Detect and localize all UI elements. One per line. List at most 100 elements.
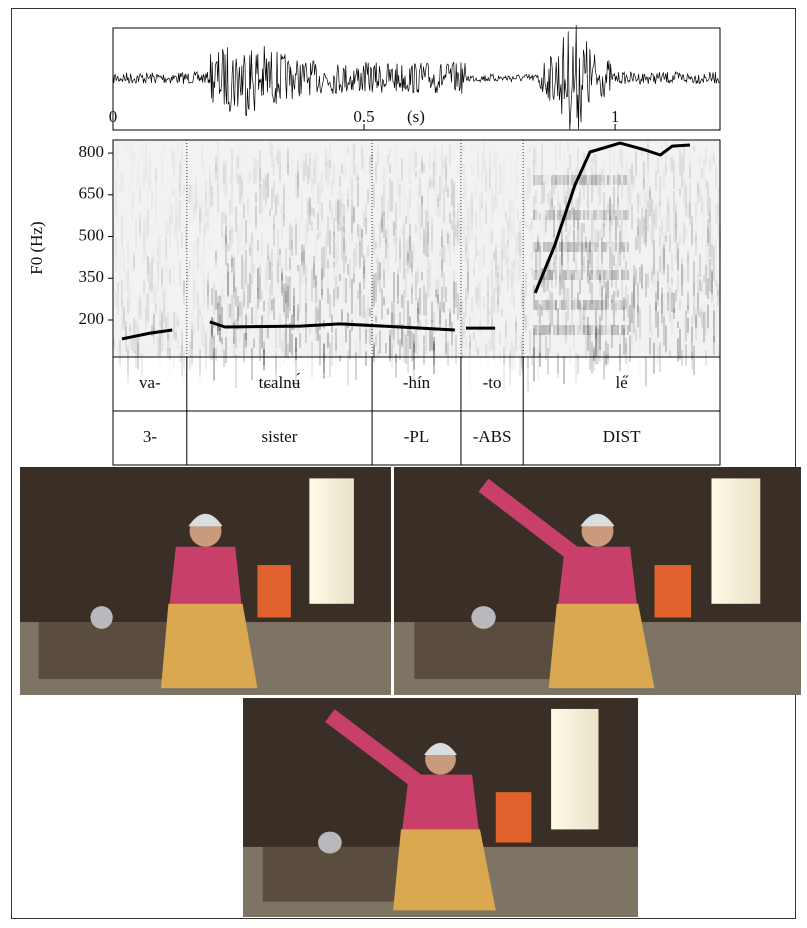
spectrogram-cell bbox=[193, 180, 195, 208]
spectrogram-cell bbox=[501, 167, 503, 175]
spectrogram-cell bbox=[367, 330, 369, 343]
spectrogram-cell bbox=[475, 287, 477, 304]
formant-band bbox=[587, 270, 589, 280]
formant-band bbox=[569, 270, 571, 280]
formant-band bbox=[537, 175, 539, 185]
spectrogram-cell bbox=[697, 274, 699, 287]
formant-band bbox=[611, 300, 613, 310]
spectrogram-cell bbox=[479, 194, 481, 228]
spectrogram-cell bbox=[535, 249, 537, 273]
spectrogram-cell bbox=[481, 219, 483, 234]
spectrogram-cell bbox=[535, 147, 537, 166]
spectrogram-cell bbox=[701, 168, 703, 177]
spectrogram-cell bbox=[277, 193, 279, 206]
spectrogram-cell bbox=[485, 201, 487, 225]
spectrogram-cell bbox=[251, 307, 253, 324]
formant-band bbox=[561, 300, 563, 310]
spectrogram-cell bbox=[409, 224, 411, 251]
spectrogram-cell bbox=[515, 352, 517, 373]
spectrogram-cell bbox=[271, 299, 273, 310]
spectrogram-cell bbox=[503, 288, 505, 311]
spectrogram-cell bbox=[137, 301, 139, 326]
spectrogram-cell bbox=[165, 261, 167, 275]
spectrogram-cell bbox=[465, 246, 467, 262]
spectrogram-cell bbox=[381, 195, 383, 226]
spectrogram-cell bbox=[635, 152, 637, 176]
spectrogram-cell bbox=[141, 299, 143, 317]
spectrogram-cell bbox=[367, 189, 369, 203]
formant-band bbox=[609, 242, 611, 252]
spectrogram-cell bbox=[515, 316, 517, 331]
spectrogram-cell bbox=[299, 266, 301, 283]
spectrogram-cell bbox=[463, 163, 465, 199]
spectrogram-cell bbox=[433, 146, 435, 170]
formant-band bbox=[541, 175, 543, 185]
spectrogram-cell bbox=[665, 301, 667, 314]
spectrogram-cell bbox=[477, 288, 479, 299]
formant-band bbox=[539, 242, 541, 252]
spectrogram-cell bbox=[233, 298, 235, 328]
formant-band bbox=[555, 270, 557, 280]
x-tick-label: 1 bbox=[611, 107, 620, 126]
formant-band bbox=[559, 175, 561, 185]
spectrogram-cell bbox=[673, 293, 675, 313]
spectrogram-cell bbox=[429, 329, 431, 351]
spectrogram-cell bbox=[351, 215, 353, 242]
spectrogram-cell bbox=[205, 340, 207, 370]
spectrogram-cell bbox=[241, 255, 243, 289]
formant-band bbox=[545, 300, 547, 310]
spectrogram-cell bbox=[139, 292, 141, 316]
spectrogram-cell bbox=[365, 253, 367, 282]
spectrogram-cell bbox=[529, 302, 531, 317]
spectrogram-cell bbox=[463, 145, 465, 154]
spectrogram-cell bbox=[255, 193, 257, 224]
spectrogram-cell bbox=[439, 176, 441, 202]
spectrogram-cell bbox=[123, 174, 125, 195]
spectrogram-cell bbox=[273, 214, 275, 228]
formant-band bbox=[561, 175, 563, 185]
spectrogram-cell bbox=[197, 317, 199, 332]
spectrogram-cell bbox=[129, 353, 131, 365]
spectrogram-cell bbox=[473, 267, 475, 275]
spectrogram-cell bbox=[251, 232, 253, 240]
spectrogram-cell bbox=[455, 228, 457, 235]
formant-band bbox=[623, 300, 625, 310]
formant-band bbox=[593, 242, 595, 252]
spectrogram-cell bbox=[411, 243, 413, 268]
spectrogram-cell bbox=[137, 338, 139, 370]
formant-band bbox=[583, 300, 585, 310]
spectrogram-cell bbox=[693, 307, 695, 324]
spectrogram-cell bbox=[249, 215, 251, 226]
formant-band bbox=[537, 210, 539, 220]
spectrogram-cell bbox=[511, 151, 513, 184]
spectrogram-cell bbox=[239, 302, 241, 317]
spectrogram-cell bbox=[493, 287, 495, 313]
spectrogram-cell bbox=[681, 350, 683, 366]
formant-band bbox=[533, 300, 535, 310]
spectrogram-cell bbox=[391, 301, 393, 334]
spectrogram-cell bbox=[221, 212, 223, 238]
spectrogram-cell bbox=[449, 260, 451, 281]
spectrogram-cell bbox=[143, 348, 145, 357]
spectrogram-cell bbox=[419, 179, 421, 196]
spectrogram-cell bbox=[449, 144, 451, 165]
spectrogram-cell bbox=[455, 334, 457, 363]
spectrogram-cell bbox=[427, 182, 429, 211]
formant-band bbox=[581, 270, 583, 280]
spectrogram-cell bbox=[375, 273, 377, 302]
spectrogram-cell bbox=[299, 342, 301, 348]
spectrogram-cell bbox=[505, 213, 507, 223]
formant-band bbox=[571, 210, 573, 220]
spectrogram-cell bbox=[163, 144, 165, 154]
formant-band bbox=[571, 270, 573, 280]
spectrogram-cell bbox=[261, 315, 263, 348]
spectrogram-cell bbox=[523, 197, 525, 223]
spectrogram-cell bbox=[475, 182, 477, 199]
formant-band bbox=[591, 325, 593, 335]
spectrogram-cell bbox=[243, 245, 245, 253]
formant-band bbox=[613, 175, 615, 185]
spectrogram-cell bbox=[421, 161, 423, 171]
spectrogram-cell bbox=[291, 158, 293, 177]
formant-band bbox=[599, 325, 601, 335]
formant-band bbox=[599, 242, 601, 252]
